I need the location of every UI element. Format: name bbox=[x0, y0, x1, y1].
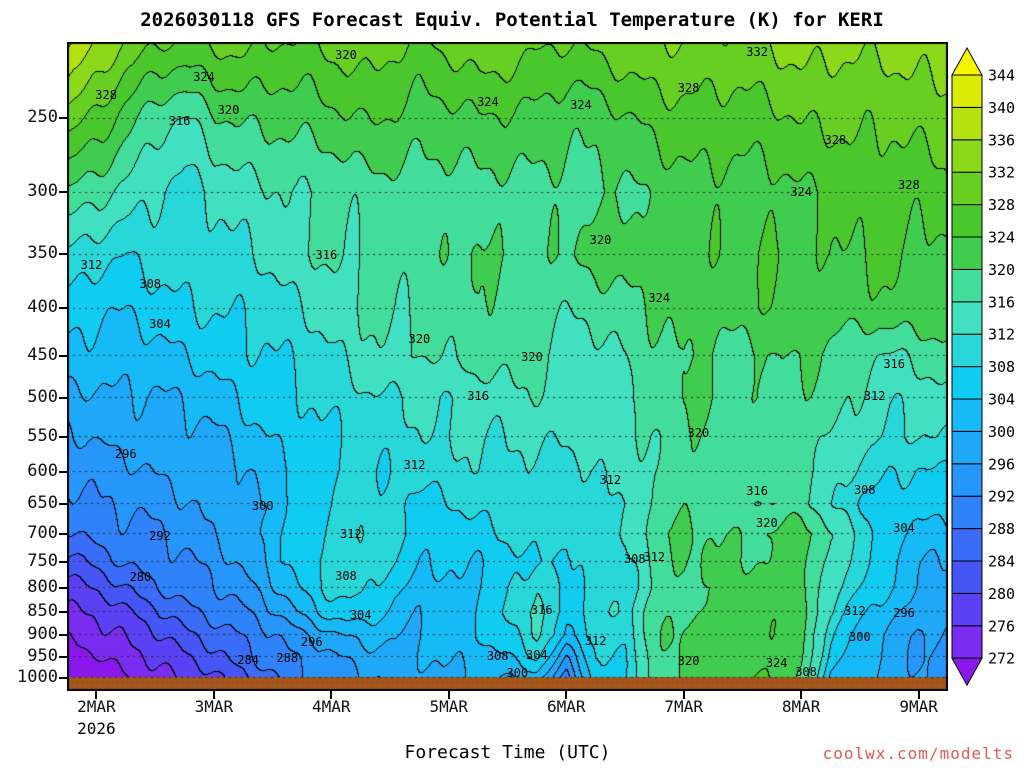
y-tick-label: 400 bbox=[27, 296, 58, 317]
x-tick-label: 6MAR bbox=[546, 697, 586, 716]
x-tick bbox=[212, 691, 215, 699]
colorbar-band bbox=[951, 495, 983, 530]
colorbar-tick-label: 324 bbox=[988, 229, 1015, 247]
y-tick bbox=[59, 676, 67, 679]
contour-plot-canvas bbox=[67, 42, 948, 691]
x-tick bbox=[447, 691, 450, 699]
colorbar-tick-label: 280 bbox=[988, 585, 1015, 603]
chart-title: 2026030118 GFS Forecast Equiv. Potential… bbox=[140, 9, 884, 31]
y-tick-label: 900 bbox=[27, 624, 58, 645]
colorbar-band bbox=[951, 236, 983, 270]
colorbar-tick-label: 284 bbox=[988, 553, 1015, 571]
colorbar-band bbox=[951, 592, 983, 627]
y-tick-label: 550 bbox=[27, 425, 58, 446]
y-tick-label: 1000 bbox=[17, 666, 58, 687]
colorbar-band bbox=[951, 106, 983, 141]
y-tick bbox=[59, 586, 67, 589]
y-tick bbox=[59, 470, 67, 473]
colorbar-band bbox=[951, 333, 983, 368]
colorbar-tick-label: 312 bbox=[988, 326, 1015, 344]
x-tick bbox=[800, 691, 803, 699]
colorbar-tick-label: 304 bbox=[988, 391, 1015, 409]
y-tick-label: 500 bbox=[27, 387, 58, 408]
colorbar-tick-label: 300 bbox=[988, 423, 1015, 441]
y-tick bbox=[59, 532, 67, 535]
colorbar-band bbox=[951, 139, 983, 173]
y-tick bbox=[59, 354, 67, 357]
colorbar-band bbox=[951, 366, 983, 400]
y-tick bbox=[59, 611, 67, 614]
colorbar-arrow bbox=[951, 657, 983, 687]
x-tick-label: 8MAR bbox=[781, 697, 821, 716]
y-tick-label: 650 bbox=[27, 492, 58, 513]
colorbar-band bbox=[951, 430, 983, 465]
y-tick bbox=[59, 502, 67, 505]
colorbar-band bbox=[951, 625, 983, 659]
y-tick-label: 750 bbox=[27, 550, 58, 571]
y-tick bbox=[59, 560, 67, 563]
colorbar-band bbox=[951, 268, 983, 303]
colorbar-tick-label: 292 bbox=[988, 488, 1015, 506]
y-tick-label: 850 bbox=[27, 601, 58, 622]
colorbar-band bbox=[951, 560, 983, 594]
y-tick-label: 950 bbox=[27, 646, 58, 667]
colorbar-band bbox=[951, 301, 983, 335]
x-tick bbox=[330, 691, 333, 699]
y-tick-label: 700 bbox=[27, 522, 58, 543]
y-tick bbox=[59, 190, 67, 193]
colorbar-tick-label: 308 bbox=[988, 358, 1015, 376]
colorbar-band bbox=[951, 204, 983, 238]
colorbar-tick-label: 320 bbox=[988, 261, 1015, 279]
y-tick-label: 450 bbox=[27, 344, 58, 365]
x-tick-label: 7MAR bbox=[664, 697, 703, 716]
y-tick bbox=[59, 397, 67, 400]
colorbar: 272 276 280 284 288 292 296 300 304 308 312 316 320 3… bbox=[951, 46, 1015, 687]
y-tick bbox=[59, 306, 67, 309]
colorbar-tick-label: 272 bbox=[988, 650, 1015, 668]
x-axis-title: Forecast Time (UTC) bbox=[404, 742, 611, 763]
colorbar-band bbox=[951, 74, 983, 108]
colorbar-tick-label: 328 bbox=[988, 196, 1015, 214]
y-tick-label: 250 bbox=[27, 107, 58, 128]
colorbar-tick-label: 288 bbox=[988, 520, 1015, 538]
x-tick-label: 3MAR bbox=[194, 697, 234, 716]
colorbar-tick-label: 336 bbox=[988, 131, 1015, 149]
y-tick bbox=[59, 656, 67, 659]
x-tick bbox=[565, 691, 568, 699]
x-tick bbox=[95, 691, 98, 699]
colorbar-tick-label: 316 bbox=[988, 293, 1015, 311]
y-tick-label: 800 bbox=[27, 576, 58, 597]
y-tick bbox=[59, 435, 67, 438]
x-tick-label: 2MAR bbox=[77, 697, 116, 716]
colorbar-tick-label: 276 bbox=[988, 617, 1015, 635]
colorbar-band bbox=[951, 398, 983, 432]
watermark-link[interactable]: coolwx.com/modelts bbox=[822, 744, 1014, 763]
x-tick-label: 4MAR bbox=[312, 697, 351, 716]
colorbar-band bbox=[951, 171, 983, 206]
colorbar-band bbox=[951, 528, 983, 562]
plot-frame: 328 324 316 320 320 324 324 328 332 328 328 320 316 3… bbox=[67, 42, 948, 691]
x-tick bbox=[682, 691, 685, 699]
colorbar-tick-label: 332 bbox=[988, 164, 1015, 182]
y-tick-label: 350 bbox=[27, 243, 58, 264]
y-tick-label: 600 bbox=[27, 460, 58, 481]
y-tick bbox=[59, 253, 67, 256]
colorbar-band bbox=[951, 463, 983, 497]
y-tick bbox=[59, 634, 67, 637]
x-tick-label: 5MAR bbox=[429, 697, 469, 716]
colorbar-tick-label: 340 bbox=[988, 99, 1015, 117]
colorbar-arrow bbox=[951, 46, 983, 76]
x-tick-label: 9MAR bbox=[899, 697, 938, 716]
y-tick bbox=[59, 117, 67, 120]
colorbar-tick-label: 344 bbox=[988, 67, 1015, 85]
colorbar-tick-label: 296 bbox=[988, 455, 1015, 473]
y-tick-label: 300 bbox=[27, 180, 58, 201]
x-tick bbox=[917, 691, 920, 699]
x-axis-year-label: 2026 bbox=[77, 719, 116, 738]
